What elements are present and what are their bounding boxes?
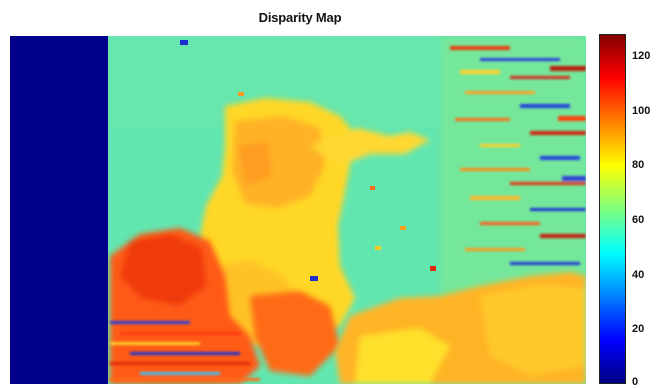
disparity-map-image	[10, 36, 586, 384]
colorbar-tick-label: 120	[632, 49, 651, 62]
specks	[180, 40, 436, 281]
bottom-left-noise	[110, 321, 260, 381]
bottom-right-region	[335, 272, 586, 384]
figure-title: Disparity Map	[258, 10, 342, 25]
colorbar-tick-label: 80	[632, 159, 645, 172]
right-noise	[450, 46, 586, 265]
left-occlusion-band	[10, 36, 108, 384]
colorbar-tick-label: 0	[632, 376, 639, 388]
colorbar	[599, 34, 626, 384]
colorbar-tick-label: 20	[632, 323, 645, 336]
colorbar-tick-label: 40	[632, 268, 645, 281]
colorbar-tick-label: 60	[632, 213, 645, 226]
colorbar-tick-label: 100	[632, 104, 651, 117]
